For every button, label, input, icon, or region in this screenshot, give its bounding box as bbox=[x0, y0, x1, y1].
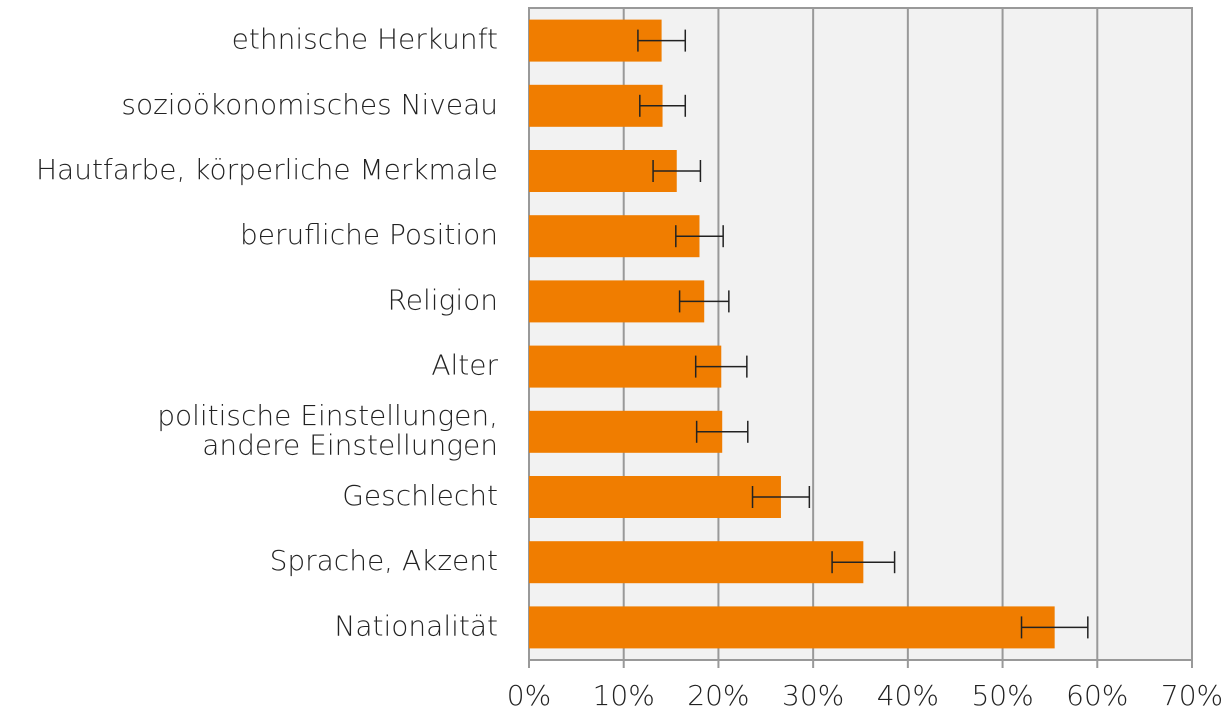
y-tick-label: Religion bbox=[388, 283, 498, 316]
bar bbox=[529, 410, 723, 453]
x-tick-label: 30% bbox=[782, 679, 844, 712]
bar bbox=[529, 476, 781, 518]
x-tick-label: 60% bbox=[1066, 679, 1128, 712]
bar bbox=[529, 280, 705, 323]
y-tick-label: Geschlecht bbox=[342, 479, 498, 512]
bar bbox=[529, 606, 1055, 649]
bar bbox=[529, 541, 864, 584]
x-tick-label: 50% bbox=[971, 679, 1033, 712]
bar bbox=[529, 345, 722, 388]
y-tick-label: Sprache, Akzent bbox=[270, 544, 498, 577]
bar bbox=[529, 150, 677, 192]
x-tick-label: 0% bbox=[507, 679, 551, 712]
x-tick-label: 20% bbox=[687, 679, 749, 712]
y-tick-label: Nationalität bbox=[334, 609, 498, 642]
x-tick-label: 70% bbox=[1161, 679, 1223, 712]
y-tick-label: Hautfarbe, körperliche Merkmale bbox=[36, 153, 498, 186]
y-tick-label: Alter bbox=[431, 349, 498, 382]
y-tick-label: sozioökonomisches Niveau bbox=[121, 88, 498, 121]
y-tick-label: ethnische Herkunft bbox=[232, 23, 498, 56]
y-tick-label: politische Einstellungen, andere Einstell… bbox=[157, 399, 498, 461]
x-tick-label: 40% bbox=[877, 679, 939, 712]
x-tick-label: 10% bbox=[593, 679, 655, 712]
y-tick-label: berufliche Position bbox=[240, 218, 498, 251]
bar bbox=[529, 215, 700, 258]
